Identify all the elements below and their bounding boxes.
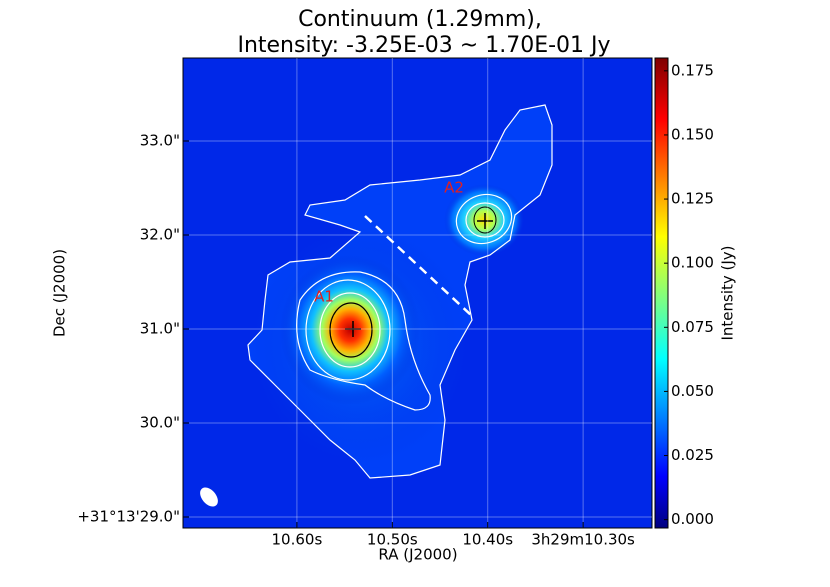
colorbar-tick-label: 0.150 [671, 125, 714, 143]
colorbar-tick-label: 0.175 [671, 61, 714, 79]
x-tick-label: 10.50s [367, 531, 418, 549]
image: A1 A2 [183, 58, 652, 528]
y-tick-label: 32.0" [140, 226, 180, 244]
colorbar-tick-label: 0.125 [671, 190, 714, 208]
title: Intensity: -3.25E-03 ~ 1.70E-01 Jy [237, 33, 610, 58]
y-label: Dec (J2000) [51, 249, 69, 337]
source-label: A2 [444, 179, 464, 197]
colorbar-tick-label: 0.000 [671, 510, 714, 528]
colorbar-label: Intensity (Jy) [719, 245, 737, 340]
x-tick-label: 3h29m10.30s [531, 531, 635, 549]
x-label: RA (J2000) [378, 546, 457, 564]
source-label: A1 [314, 288, 334, 306]
y-tick-label: +31°13'29.0" [77, 508, 180, 526]
colorbar [654, 57, 669, 529]
y-tick-label: 30.0" [140, 414, 180, 432]
y-tick-label: 33.0" [140, 132, 180, 150]
colorbar-tick-label: 0.050 [671, 382, 714, 400]
colorbar-tick-label: 0.025 [671, 446, 714, 464]
title: Continuum (1.29mm), [298, 7, 542, 32]
x-tick-label: 10.60s [272, 531, 323, 549]
y-tick-label: 31.0" [140, 320, 180, 338]
colorbar-tick-label: 0.075 [671, 318, 714, 336]
x-tick-label: 10.40s [462, 531, 513, 549]
colorbar-tick-label: 0.100 [671, 254, 714, 272]
